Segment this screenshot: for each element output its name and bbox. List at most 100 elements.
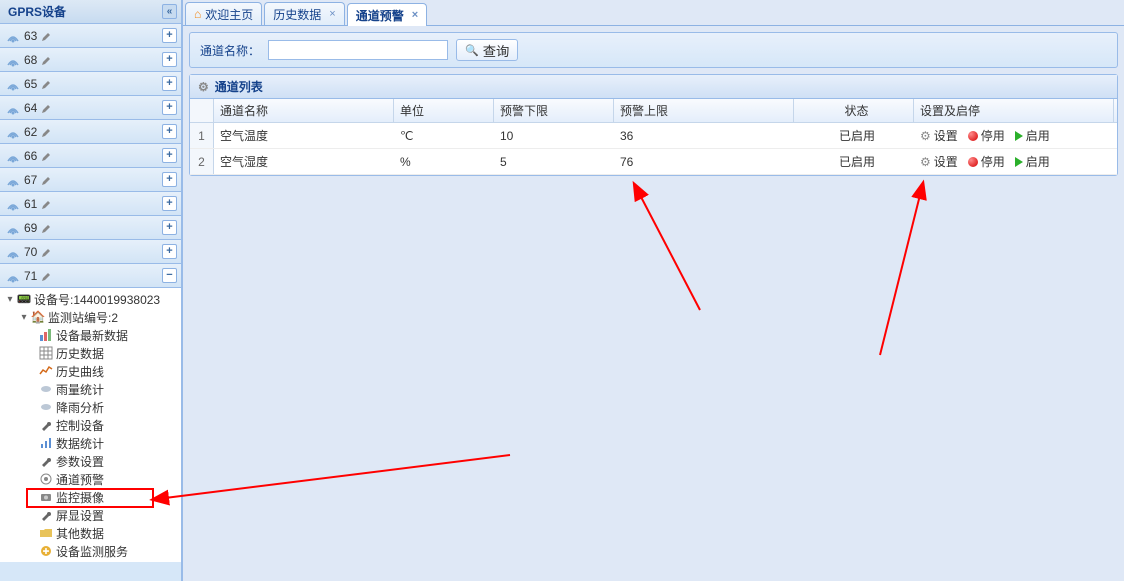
col-header-name[interactable]: 通道名称 xyxy=(214,99,394,122)
cell-name: 空气温度 xyxy=(214,127,394,144)
data-grid: 通道名称 单位 预警下限 预警上限 状态 设置及启停 1空气温度℃1036已启用… xyxy=(190,99,1117,175)
pencil-icon xyxy=(41,79,51,89)
device-label: 64 xyxy=(24,101,37,115)
device-tree: ▾📟设备号:1440019938023▾🏠监测站编号:2设备最新数据历史数据历史… xyxy=(0,288,181,562)
tab-label: 欢迎主页 xyxy=(205,6,253,23)
tree-item-2[interactable]: 历史曲线 xyxy=(0,362,181,380)
search-bar: 通道名称： 🔍 查询 xyxy=(189,32,1118,68)
col-header-low[interactable]: 预警下限 xyxy=(494,99,614,122)
action-start[interactable]: 启用 xyxy=(1015,127,1050,144)
close-icon[interactable]: × xyxy=(329,8,335,20)
cloud-icon xyxy=(38,381,54,397)
device-item-64[interactable]: 64 + xyxy=(0,96,181,120)
device-icon: 📟 xyxy=(16,291,32,307)
tab-0[interactable]: ⌂欢迎主页 xyxy=(185,2,262,25)
tree-device-label: 设备号:1440019938023 xyxy=(34,291,160,308)
expand-button[interactable]: + xyxy=(162,124,177,139)
action-setting[interactable]: ⚙设置 xyxy=(920,153,958,170)
tree-item-6[interactable]: 数据统计 xyxy=(0,434,181,452)
stop-icon xyxy=(968,131,978,141)
expand-button[interactable]: + xyxy=(162,196,177,211)
action-stop[interactable]: 停用 xyxy=(968,153,1005,170)
tree-item-7[interactable]: 参数设置 xyxy=(0,452,181,470)
device-item-70[interactable]: 70+ xyxy=(0,240,181,264)
pencil-icon xyxy=(41,199,51,209)
cell-unit: ℃ xyxy=(394,129,494,143)
cell-unit: % xyxy=(394,155,494,169)
col-header-high[interactable]: 预警上限 xyxy=(614,99,794,122)
tree-item-0[interactable]: 设备最新数据 xyxy=(0,326,181,344)
cloud-icon xyxy=(38,399,54,415)
tree-item-label: 降雨分析 xyxy=(56,399,104,416)
camera-icon xyxy=(38,489,54,505)
tree-item-10[interactable]: 屏显设置 xyxy=(0,506,181,524)
tree-item-label: 历史曲线 xyxy=(56,363,104,380)
tree-item-label: 通道预警 xyxy=(56,471,104,488)
row-number: 1 xyxy=(190,123,214,148)
col-header-unit[interactable]: 单位 xyxy=(394,99,494,122)
expand-button[interactable]: + xyxy=(162,220,177,235)
tree-item-label: 控制设备 xyxy=(56,417,104,434)
tree-item-4[interactable]: 降雨分析 xyxy=(0,398,181,416)
grid-header: 通道名称 单位 预警下限 预警上限 状态 设置及启停 xyxy=(190,99,1117,123)
tab-1[interactable]: 历史数据× xyxy=(264,2,344,25)
expand-button[interactable]: + xyxy=(162,52,177,67)
close-icon[interactable]: × xyxy=(412,9,418,21)
tree-item-8[interactable]: 通道预警 xyxy=(0,470,181,488)
tree-toggle[interactable]: ▾ xyxy=(18,312,30,323)
device-item-69[interactable]: 69+ xyxy=(0,216,181,240)
expand-button[interactable]: + xyxy=(162,28,177,43)
tree-device-node[interactable]: ▾📟设备号:1440019938023 xyxy=(0,290,181,308)
expand-button[interactable]: − xyxy=(162,268,177,283)
device-label: 71 xyxy=(24,269,37,283)
sidebar-collapse-button[interactable]: « xyxy=(162,4,177,19)
grid-icon xyxy=(38,345,54,361)
signal-icon xyxy=(6,221,20,235)
tree-item-3[interactable]: 雨量统计 xyxy=(0,380,181,398)
action-stop[interactable]: 停用 xyxy=(968,127,1005,144)
station-icon: 🏠 xyxy=(30,309,46,325)
tree-station-node[interactable]: ▾🏠监测站编号:2 xyxy=(0,308,181,326)
search-input[interactable] xyxy=(268,40,448,60)
device-item-63[interactable]: 63+ xyxy=(0,24,181,48)
tree-item-label: 其他数据 xyxy=(56,525,104,542)
expand-button[interactable]: + xyxy=(162,100,177,115)
tree-item-label: 历史数据 xyxy=(56,345,104,362)
device-item-66[interactable]: 66+ xyxy=(0,144,181,168)
tree-toggle[interactable]: ▾ xyxy=(4,294,16,305)
device-item-62[interactable]: 62+ xyxy=(0,120,181,144)
expand-button[interactable]: + xyxy=(162,244,177,259)
device-item-65[interactable]: 65+ xyxy=(0,72,181,96)
action-start[interactable]: 启用 xyxy=(1015,153,1050,170)
search-label: 通道名称： xyxy=(200,42,260,59)
expand-button[interactable]: + xyxy=(162,172,177,187)
pencil-icon xyxy=(41,103,51,113)
cell-low: 10 xyxy=(494,129,614,143)
tree-item-5[interactable]: 控制设备 xyxy=(0,416,181,434)
device-item-68[interactable]: 68+ xyxy=(0,48,181,72)
tree-item-label: 设备监测服务 xyxy=(56,543,128,560)
tree-item-label: 参数设置 xyxy=(56,453,104,470)
device-item-61[interactable]: 61+ xyxy=(0,192,181,216)
device-item-67[interactable]: 67 + xyxy=(0,168,181,192)
signal-icon xyxy=(6,125,20,139)
tree-item-label: 屏显设置 xyxy=(56,507,104,524)
expand-button[interactable]: + xyxy=(162,76,177,91)
search-button[interactable]: 🔍 查询 xyxy=(456,39,518,61)
tab-2[interactable]: 通道预警× xyxy=(347,3,427,26)
device-label: 67 xyxy=(24,173,37,187)
col-header-action[interactable]: 设置及启停 xyxy=(914,99,1114,122)
tree-item-11[interactable]: 其他数据 xyxy=(0,524,181,542)
col-header-status[interactable]: 状态 xyxy=(794,99,914,122)
gear-icon: ⚙ xyxy=(920,129,931,143)
tree-item-12[interactable]: ✚设备监测服务 xyxy=(0,542,181,560)
action-setting[interactable]: ⚙设置 xyxy=(920,127,958,144)
tree-item-1[interactable]: 历史数据 xyxy=(0,344,181,362)
table-row[interactable]: 1空气温度℃1036已启用⚙设置停用启用 xyxy=(190,123,1117,149)
tree-item-label: 监控摄像 xyxy=(56,489,104,506)
signal-icon xyxy=(6,269,20,283)
expand-button[interactable]: + xyxy=(162,148,177,163)
table-row[interactable]: 2空气湿度%576已启用⚙设置停用启用 xyxy=(190,149,1117,175)
tree-item-9[interactable]: 监控摄像 xyxy=(0,488,181,506)
device-item-71[interactable]: 71 − xyxy=(0,264,181,288)
